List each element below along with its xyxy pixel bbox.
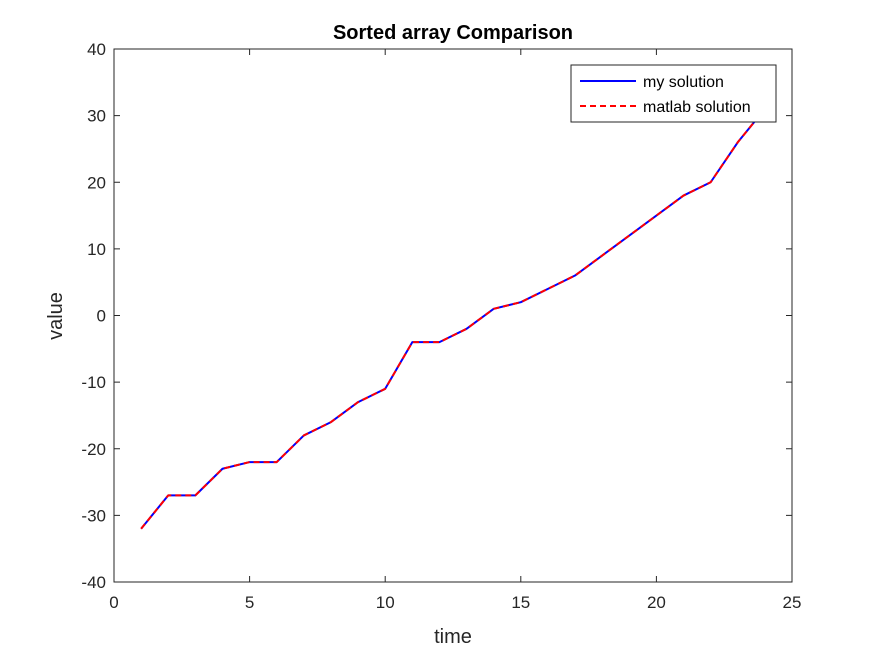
y-tick-label: 20 [87, 173, 106, 192]
series-line-matlab-solution [140, 108, 766, 530]
axes-box [113, 48, 793, 583]
legend: my solution matlab solution [570, 64, 777, 123]
y-tick-label: 0 [97, 307, 106, 326]
y-axis-title: value [45, 292, 67, 340]
legend-box [570, 64, 777, 123]
legend-label-my-solution: my solution [643, 74, 724, 91]
x-tick-label: 25 [783, 593, 802, 612]
x-tick-label: 5 [245, 593, 254, 612]
x-axis-title: time [434, 626, 472, 648]
ticks-layer: 0 5 10 15 20 25 -40 -30 -20 -10 0 10 20 30 40 [81, 40, 801, 612]
x-tick-label: 10 [376, 593, 395, 612]
y-tick-label: -40 [81, 573, 106, 592]
y-tick-label: -10 [81, 373, 106, 392]
chart-title: Sorted array Comparison [333, 22, 573, 44]
y-tick-label: 30 [87, 107, 106, 126]
x-tick-label: 20 [647, 593, 666, 612]
x-tick-label: 15 [511, 593, 530, 612]
legend-label-matlab-solution: matlab solution [643, 99, 751, 116]
x-tick-label: 0 [109, 593, 118, 612]
plot-area [114, 49, 792, 582]
y-tick-label: -20 [81, 440, 106, 459]
y-tick-label: 10 [87, 240, 106, 259]
y-tick-label: 40 [87, 40, 106, 59]
y-tick-label: -30 [81, 506, 106, 525]
series-layer [140, 108, 766, 530]
